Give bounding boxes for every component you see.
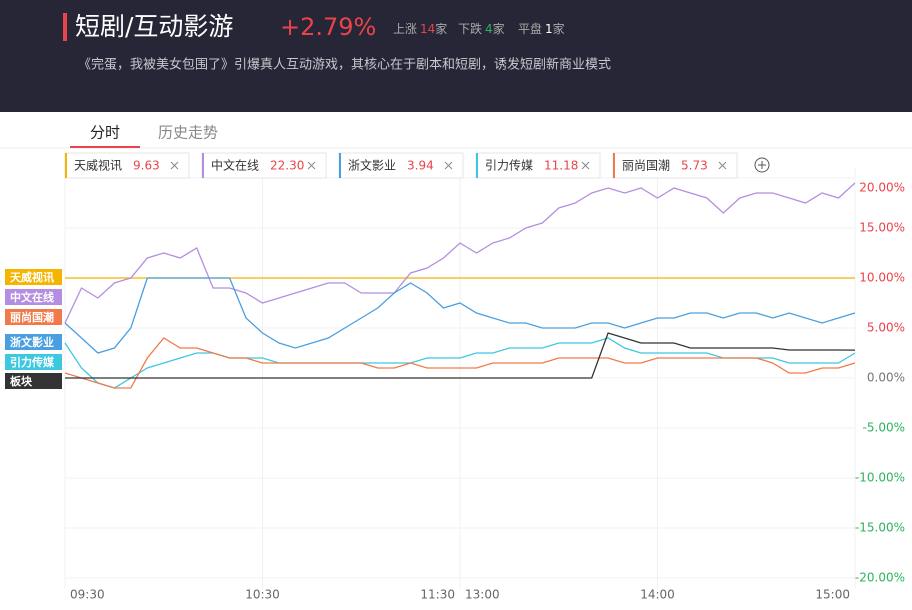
series-tag-label: 引力传媒 xyxy=(10,355,55,369)
series-tag-label: 浙文影业 xyxy=(10,335,54,349)
up-label: 上涨 xyxy=(393,21,417,36)
legend-chip[interactable]: 浙文影业 3.94 xyxy=(338,152,464,179)
series-tag xyxy=(5,269,62,285)
unit: 家 xyxy=(493,21,505,36)
legend-chip[interactable]: 中文在线 22.30 xyxy=(201,152,327,179)
series-tag-label: 中文在线 xyxy=(10,290,54,304)
legend-name: 天威视讯 xyxy=(74,158,122,173)
chip-bg xyxy=(612,152,738,179)
series-tag xyxy=(5,289,62,305)
y-tick-label: 5.00% xyxy=(867,321,905,335)
y-tick-label: 15.00% xyxy=(859,221,905,235)
series-line xyxy=(64,277,856,354)
series-line xyxy=(65,332,856,379)
series-tag-label: 丽尚国潮 xyxy=(10,310,54,324)
tab[interactable]: 分时 xyxy=(90,124,120,142)
chip-bg xyxy=(475,152,601,179)
legend-price: 3.94 xyxy=(407,159,434,173)
chip-close[interactable] xyxy=(307,161,316,170)
y-tick-label: 10.00% xyxy=(859,271,905,285)
add-button[interactable] xyxy=(754,157,770,173)
legend-name: 引力传媒 xyxy=(485,158,533,173)
chip-bg xyxy=(64,152,190,179)
chip-color xyxy=(476,153,478,178)
y-tick-label: 20.00% xyxy=(859,181,905,195)
chip-close[interactable] xyxy=(170,161,179,170)
chip-color xyxy=(339,153,341,178)
series-line xyxy=(64,337,856,389)
chip-bg xyxy=(338,152,464,179)
down-count: 4 xyxy=(485,22,493,36)
chip-color xyxy=(65,153,67,178)
x-tick-label: 11:30 xyxy=(420,588,455,602)
y-tick-label: -10.00% xyxy=(855,471,905,485)
down-label: 下跌 xyxy=(458,21,482,36)
add-icon xyxy=(758,161,766,169)
header-bg xyxy=(0,0,912,112)
legend-name: 浙文影业 xyxy=(348,158,396,173)
legend-price: 11.18 xyxy=(544,159,578,173)
chip-bg xyxy=(201,152,327,179)
series-tag-label: 天威视讯 xyxy=(10,270,54,284)
up-count: 14 xyxy=(420,22,435,36)
legend-price: 9.63 xyxy=(133,159,160,173)
series-tag xyxy=(5,373,62,389)
legend-chip[interactable]: 引力传媒 11.18 xyxy=(475,152,601,179)
x-tick-label: 09:30 xyxy=(70,588,105,602)
series-tag xyxy=(5,334,62,350)
unit: 家 xyxy=(435,21,447,36)
stats: 上涨 14家 下跌 4家 平盘 1家 xyxy=(393,21,565,36)
chip-close[interactable] xyxy=(581,161,590,170)
change: +2.79% xyxy=(280,13,376,41)
series-tag xyxy=(5,354,62,370)
title: 短剧/互动影游 xyxy=(75,12,233,41)
title-bar xyxy=(63,13,67,41)
legend-chip[interactable]: 天威视讯 9.63 xyxy=(64,152,190,179)
x-tick-label: 15:00 xyxy=(815,588,850,602)
chip-color xyxy=(202,153,204,178)
unit: 家 xyxy=(553,21,565,36)
flat-count: 1 xyxy=(545,22,553,36)
series-tag xyxy=(5,309,62,325)
x-tick-label: 10:30 xyxy=(245,588,280,602)
legend-name: 丽尚国潮 xyxy=(622,158,670,173)
subtitle: 《完蛋，我被美女包围了》引爆真人互动游戏，其核心在于剧本和短剧，诱发短剧新商业模… xyxy=(78,57,611,73)
chip-close[interactable] xyxy=(444,161,453,170)
series-tag-label: 板块 xyxy=(10,374,33,388)
y-tick-label: 0.00% xyxy=(867,371,905,385)
x-tick-label: 13:00 xyxy=(465,588,500,602)
chip-close[interactable] xyxy=(718,161,727,170)
x-tick-label: 14:00 xyxy=(640,588,675,602)
y-tick-label: -20.00% xyxy=(855,571,905,585)
chip-color xyxy=(613,153,615,178)
y-tick-label: -5.00% xyxy=(863,421,905,435)
y-tick-label: -15.00% xyxy=(855,521,905,535)
tab[interactable]: 历史走势 xyxy=(158,124,218,142)
legend-chip[interactable]: 丽尚国潮 5.73 xyxy=(612,152,738,179)
flat-label: 平盘 xyxy=(518,21,542,36)
series-line xyxy=(64,182,856,324)
legend-price: 5.73 xyxy=(681,159,708,173)
tab-underline xyxy=(70,146,140,148)
legend-name: 中文在线 xyxy=(211,158,259,173)
legend-price: 22.30 xyxy=(270,159,304,173)
